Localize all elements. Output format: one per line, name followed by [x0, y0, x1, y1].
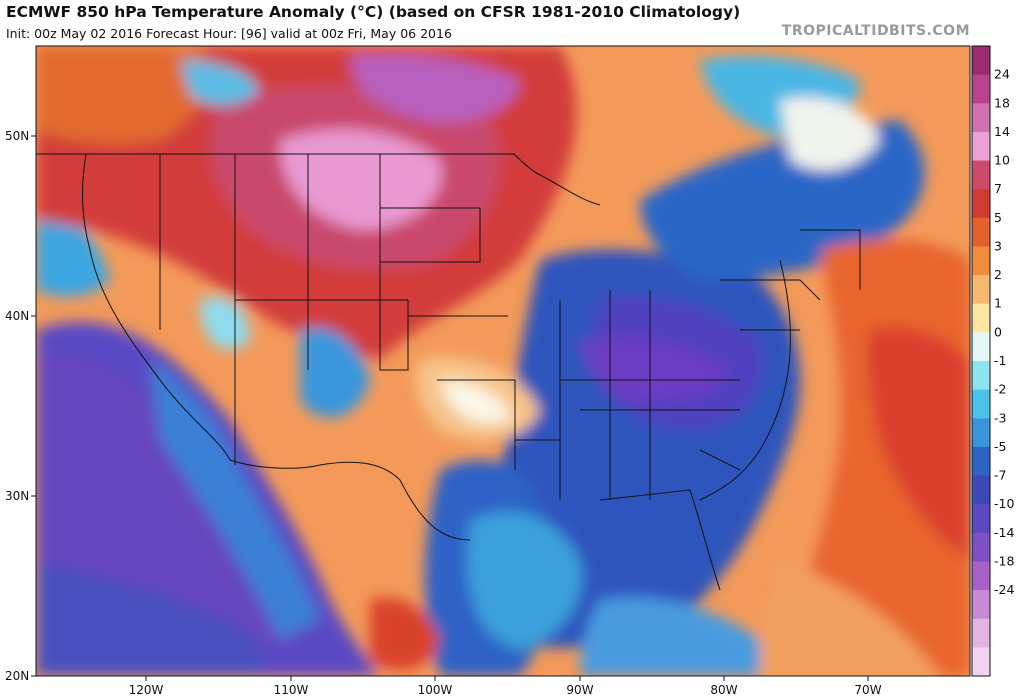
- colorbar-label: 5: [994, 210, 1002, 225]
- colorbar-frame: [971, 45, 991, 677]
- colorbar-swatch: [972, 504, 990, 534]
- latitude-axis: 50N 40N 30N 20N: [5, 129, 36, 683]
- colorbar-label: -3: [994, 410, 1006, 425]
- colorbar-swatch: [972, 189, 990, 219]
- lon-label: 120W: [129, 683, 164, 696]
- colorbar-label: 3: [994, 238, 1002, 253]
- colorbar-label: 24: [994, 67, 1010, 82]
- colorbar-swatch: [972, 446, 990, 477]
- colorbar-swatch: [972, 561, 990, 591]
- lon-label: 80W: [710, 683, 737, 696]
- lat-label: 40N: [5, 309, 29, 323]
- lon-label: 70W: [854, 683, 881, 696]
- lat-label: 30N: [5, 489, 29, 503]
- colorbar-label: 0: [994, 324, 1002, 339]
- colorbar-swatch: [972, 647, 990, 677]
- colorbar-swatch: [972, 160, 990, 190]
- map-frame: [35, 45, 971, 677]
- colorbar-swatch: [972, 217, 990, 247]
- colorbar-swatch: [972, 475, 990, 505]
- colorbar-label: 7: [994, 181, 1002, 196]
- colorbar-swatch: [972, 361, 990, 391]
- colorbar-label: -18: [994, 553, 1014, 568]
- colorbar-label: -5: [994, 439, 1006, 454]
- colorbar-swatch: [972, 275, 990, 305]
- colorbar-label: -1: [994, 353, 1006, 368]
- lon-label: 90W: [566, 683, 593, 696]
- colorbar-label: -24: [994, 582, 1014, 597]
- political-boundaries: [36, 153, 861, 591]
- colorbar-swatch: [972, 532, 990, 562]
- colorbar-swatch: [972, 618, 990, 648]
- colorbar-label: 1: [994, 296, 1002, 311]
- colorbar-swatch: [972, 303, 990, 333]
- brand-watermark: TROPICALTIDBITS.COM: [781, 23, 970, 39]
- colorbar-label: 2: [994, 267, 1002, 282]
- lon-label: 100W: [418, 683, 453, 696]
- colorbar-label: 18: [994, 95, 1010, 110]
- lon-label: 110W: [274, 683, 309, 696]
- map-title: ECMWF 850 hPa Temperature Anomaly (°C) (…: [6, 3, 741, 21]
- colorbar-swatch: [972, 590, 990, 620]
- colorbar-swatch: [972, 332, 990, 362]
- longitude-axis: 120W 110W 100W 90W 80W 70W: [129, 676, 882, 696]
- colorbar-swatch: [972, 131, 990, 162]
- colorbar-swatch: [972, 418, 990, 448]
- temperature-anomaly-field: [36, 46, 970, 676]
- colorbar-swatch: [972, 389, 990, 419]
- colorbar-label: -2: [994, 382, 1006, 397]
- colorbar-label: 14: [994, 124, 1010, 139]
- lat-label: 50N: [5, 129, 29, 143]
- colorbar-label: -14: [994, 525, 1014, 540]
- colorbar-swatch: [972, 103, 990, 133]
- lat-label: 20N: [5, 669, 29, 683]
- colorbar-label: -10: [994, 496, 1014, 511]
- colorbar-label: 10: [994, 153, 1010, 168]
- colorbar-label: -7: [994, 468, 1006, 483]
- colorbar-swatch: [972, 46, 990, 76]
- colorbar-swatch: [972, 74, 990, 104]
- forecast-info: Init: 00z May 02 2016 Forecast Hour: [96…: [6, 26, 452, 41]
- colorbar-swatch: [972, 246, 990, 276]
